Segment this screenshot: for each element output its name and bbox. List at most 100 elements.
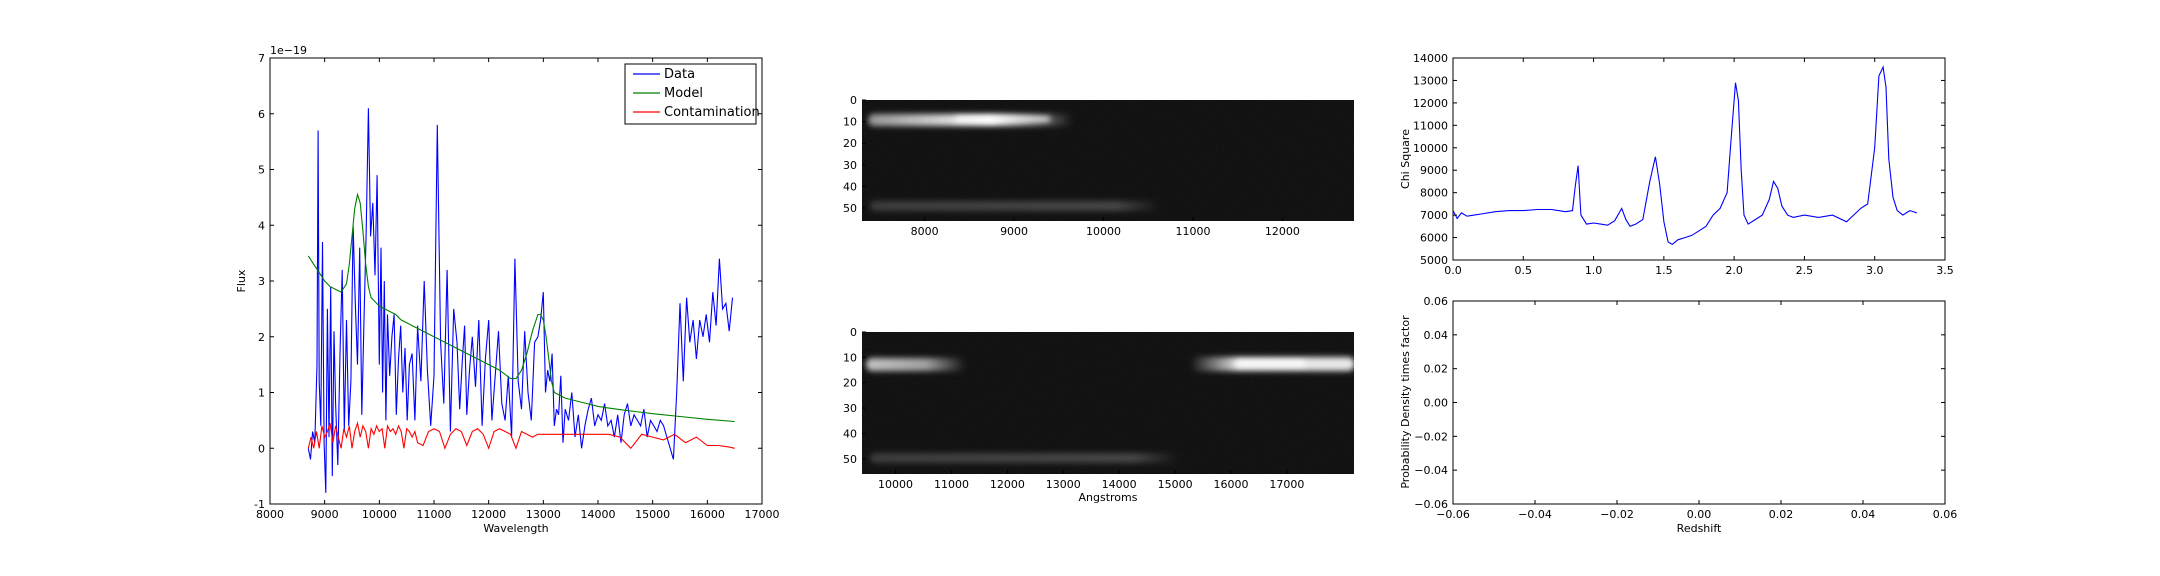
x-tick-label: 1.5 [1655, 264, 1673, 277]
y-tick-label: 7000 [1420, 209, 1448, 222]
y-tick-label: 14000 [1413, 52, 1448, 65]
x-tick-label: 10000 [362, 508, 397, 521]
x-tick-label: 8000 [256, 508, 284, 521]
x-tick-label: −0.02 [1600, 508, 1634, 521]
chi-square-plot: 0.0 0.5 1.0 1.5 2.0 2.5 3.0 3.5 5000 6000 7000 800… [1399, 52, 1954, 277]
y-tick-label: 7 [258, 52, 265, 65]
y-tick-label: 1 [258, 387, 265, 400]
y-tick-label: 0.02 [1424, 363, 1449, 376]
y-tick-label: 6000 [1420, 232, 1448, 245]
image-noise-bottom [862, 332, 1354, 474]
spectrum-image-top: 8000 9000 10000 11000 12000 0 10 20 30 40 50 [843, 94, 1354, 238]
y-tick-label: −0.02 [1414, 430, 1448, 443]
image-xlabel: Angstroms [1079, 491, 1138, 504]
spectrum-ylabel: Flux [235, 269, 248, 292]
y-tick-label: 9000 [1420, 164, 1448, 177]
y-tick-label: 13000 [1413, 74, 1448, 87]
x-tick-label: 9000 [1000, 225, 1028, 238]
probability-density-plot-area [1452, 300, 1946, 505]
x-tick-label: 16000 [1214, 478, 1249, 491]
y-tick-label: 12000 [1413, 97, 1448, 110]
x-tick-label: 12000 [471, 508, 506, 521]
x-tick-label: 16000 [690, 508, 725, 521]
probability-density-plot: −0.06 −0.04 −0.02 0.00 0.02 0.04 0.06 −0.06 −0.… [1399, 295, 1957, 535]
x-tick-label: 0.06 [1933, 508, 1958, 521]
x-tick-label: 13000 [1046, 478, 1081, 491]
spectrum-offset-text: 1e−19 [270, 44, 307, 57]
x-tick-label: 12000 [1265, 225, 1300, 238]
x-tick-label: 3.5 [1936, 264, 1954, 277]
y-tick-label: 0 [850, 94, 857, 107]
spectrum-legend: Data Model Contamination [624, 63, 760, 125]
y-tick-label: 0 [850, 326, 857, 339]
y-tick-label: 10000 [1413, 142, 1448, 155]
y-tick-label: 50 [843, 453, 857, 466]
x-tick-label: 15000 [1158, 478, 1193, 491]
y-tick-label: 3 [258, 275, 265, 288]
spectrum-xlabel: Wavelength [483, 522, 548, 535]
chi-square-ylabel: Chi Square [1399, 129, 1412, 189]
x-tick-label: 12000 [990, 478, 1025, 491]
data-series-line [307, 108, 734, 493]
trace-bottom [870, 453, 1180, 463]
x-tick-label: 11000 [934, 478, 969, 491]
x-tick-label: 3.0 [1866, 264, 1884, 277]
y-tick-label: −0.06 [1414, 498, 1448, 511]
x-tick-label: −0.06 [1436, 508, 1470, 521]
x-tick-label: 17000 [745, 508, 780, 521]
y-tick-label: 10 [843, 351, 857, 364]
x-tick-label: 15000 [635, 508, 670, 521]
x-tick-label: 0.5 [1515, 264, 1533, 277]
y-tick-label: 2 [258, 331, 265, 344]
legend-data-label: Data [664, 67, 695, 82]
x-tick-label: 2.0 [1725, 264, 1743, 277]
y-tick-label: 40 [843, 180, 857, 193]
probability-density-ylabel: Probability Density times factor [1399, 315, 1412, 489]
x-tick-label: 10000 [1086, 225, 1121, 238]
trace-lower [870, 201, 1160, 211]
x-tick-label: 14000 [581, 508, 616, 521]
y-tick-label: 0.00 [1424, 397, 1449, 410]
x-tick-label: −0.04 [1518, 508, 1552, 521]
y-tick-label: 40 [843, 427, 857, 440]
y-tick-label: −0.04 [1414, 464, 1448, 477]
redshift-xlabel: Redshift [1677, 522, 1722, 535]
x-tick-label: 17000 [1269, 478, 1304, 491]
x-tick-label: 10000 [878, 478, 913, 491]
y-tick-label: 0.04 [1424, 329, 1449, 342]
x-tick-label: 0.04 [1851, 508, 1876, 521]
trace-right-core [1235, 361, 1305, 366]
y-tick-label: 0.06 [1424, 295, 1449, 308]
chi-square-plot-area [1452, 57, 1946, 261]
y-tick-label: 0 [258, 442, 265, 455]
y-tick-label: 20 [843, 377, 857, 390]
chi-square-series-line [1453, 65, 1918, 245]
y-tick-label: 5 [258, 164, 265, 177]
y-tick-label: 20 [843, 137, 857, 150]
y-tick-label: 30 [843, 402, 857, 415]
contamination-series-line [307, 421, 735, 450]
x-tick-label: 13000 [526, 508, 561, 521]
x-tick-label: 11000 [417, 508, 452, 521]
y-tick-label: 5000 [1420, 254, 1448, 267]
trace-left [866, 358, 966, 371]
x-tick-label: 0.00 [1687, 508, 1712, 521]
x-tick-label: 0.0 [1444, 264, 1462, 277]
spectrum-plot: 8000 9000 10000 11000 12000 13000 14000 15000 16… [235, 44, 780, 535]
y-tick-label: 11000 [1413, 119, 1448, 132]
y-tick-label: -1 [254, 498, 265, 511]
y-tick-label: 50 [843, 202, 857, 215]
spectrum-image-bottom: 10000 11000 12000 13000 14000 15000 16000 17000… [843, 326, 1354, 504]
y-tick-label: 10 [843, 116, 857, 129]
legend-contamination-label: Contamination [664, 105, 760, 120]
x-tick-label: 0.02 [1769, 508, 1794, 521]
legend-model-label: Model [664, 86, 703, 101]
y-tick-label: 8000 [1420, 187, 1448, 200]
trace-upper-core [955, 117, 1050, 121]
x-tick-label: 11000 [1175, 225, 1210, 238]
y-tick-label: 4 [258, 219, 265, 232]
x-tick-label: 8000 [911, 225, 939, 238]
model-series-line [307, 192, 735, 423]
y-tick-label: 6 [258, 108, 265, 121]
